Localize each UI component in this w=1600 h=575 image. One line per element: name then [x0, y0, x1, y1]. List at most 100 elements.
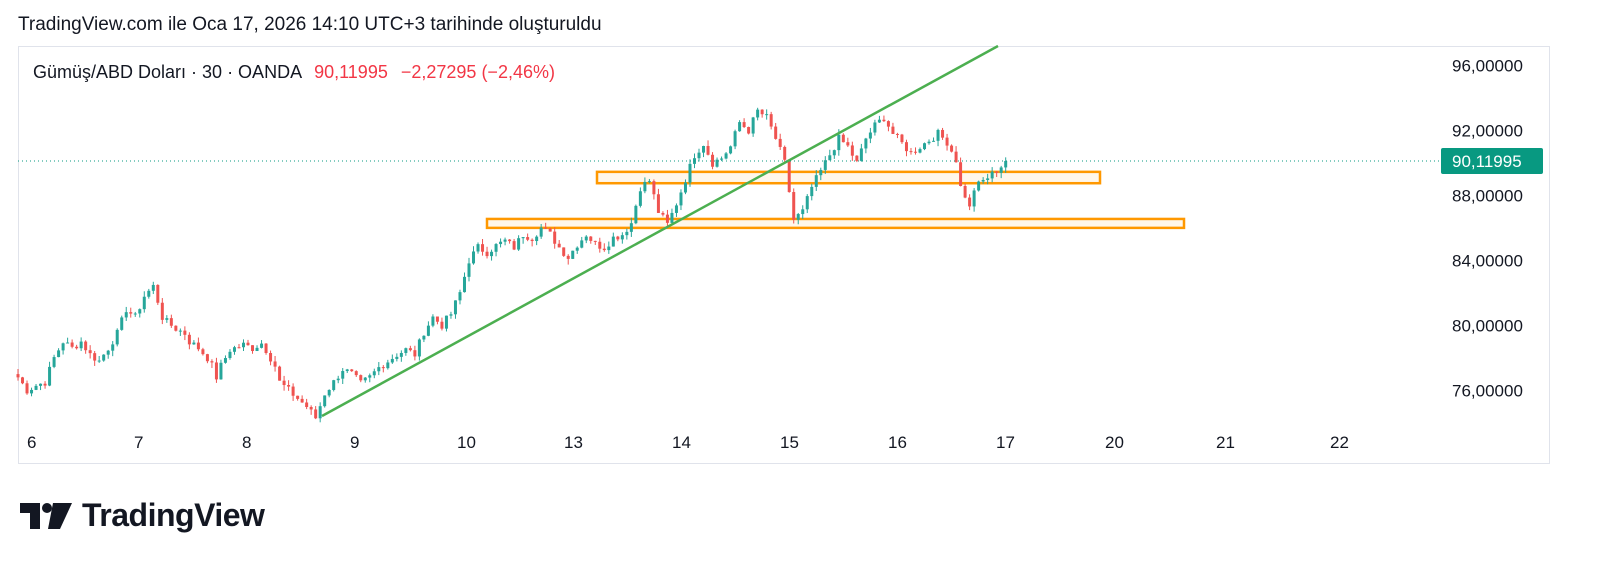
- candle-body: [499, 241, 503, 245]
- price-axis-label: 84,00000: [1452, 251, 1523, 270]
- candle-body: [598, 241, 602, 249]
- candle-body: [291, 386, 295, 396]
- price-axis-label: 80,00000: [1452, 316, 1523, 335]
- candle-body: [48, 366, 52, 386]
- time-axis-label: 8: [242, 433, 251, 452]
- time-axis-label: 20: [1105, 433, 1124, 452]
- candle-body: [634, 205, 638, 224]
- candle-body: [269, 353, 273, 362]
- candle-body: [706, 145, 710, 155]
- candle-body: [819, 169, 823, 176]
- candle-body: [282, 380, 286, 386]
- candle-body: [408, 348, 412, 351]
- candle-body: [34, 385, 38, 390]
- chart-pane[interactable]: [18, 46, 1550, 464]
- candle-body: [981, 179, 985, 182]
- candle-body: [679, 192, 683, 206]
- candle-body: [440, 321, 444, 329]
- price-axis-label: 76,00000: [1452, 381, 1523, 400]
- candle-body: [196, 342, 200, 350]
- candle-body: [278, 366, 282, 381]
- candle-body: [756, 109, 760, 118]
- candle-body: [30, 389, 34, 394]
- candle-body: [413, 350, 417, 357]
- candle-body: [426, 325, 430, 336]
- candle-body: [422, 335, 426, 340]
- candle-body: [868, 132, 872, 139]
- candle-body: [661, 212, 665, 215]
- candle-body: [638, 191, 642, 206]
- candle-body: [891, 126, 895, 134]
- candle-body: [508, 239, 512, 242]
- candle-body: [724, 153, 728, 159]
- candle-body: [350, 369, 354, 372]
- price-change: −2,27295 (−2,46%): [400, 62, 555, 82]
- snapshot-caption: TradingView.com ile Oca 17, 2026 14:10 U…: [18, 14, 602, 35]
- candle-body: [972, 190, 976, 207]
- candle-body: [886, 121, 890, 127]
- candle-body: [490, 251, 494, 257]
- candle-body: [620, 235, 624, 240]
- candle-body: [796, 214, 800, 220]
- candle-body: [192, 342, 196, 345]
- candle-body: [300, 398, 304, 403]
- candle-body: [323, 395, 327, 407]
- candle-body: [327, 389, 331, 396]
- candle-body: [354, 371, 358, 376]
- candle-body: [873, 122, 877, 133]
- candle-body: [557, 243, 561, 248]
- candle-body: [399, 352, 403, 357]
- candle-body: [995, 171, 999, 173]
- candle-body: [589, 236, 593, 241]
- price-axis-label: 96,00000: [1452, 56, 1523, 75]
- brand-footer[interactable]: TradingView: [20, 497, 265, 534]
- symbol-legend[interactable]: Gümüş/ABD Doları · 30 · OANDA 90,11995 −…: [33, 62, 555, 83]
- candle-body: [372, 371, 376, 376]
- candle-body: [242, 342, 245, 348]
- candle-body: [309, 407, 313, 410]
- candle-body: [968, 197, 972, 207]
- candle-body: [959, 162, 963, 187]
- candle-body: [837, 134, 841, 151]
- candle-body: [950, 145, 954, 152]
- candle-body: [521, 237, 525, 239]
- candle-body: [918, 149, 922, 153]
- candle-body: [214, 362, 218, 380]
- candle-body: [165, 318, 169, 320]
- candle-body: [246, 342, 250, 346]
- candle-body: [345, 369, 349, 372]
- price-chart[interactable]: 96,00000 92,00000 88,00000 84,00000 80,00000…: [0, 0, 1600, 475]
- candle-body: [566, 255, 570, 259]
- candle-body: [715, 159, 719, 167]
- candle-body: [84, 341, 88, 351]
- candle-body: [611, 236, 615, 247]
- support-zone-box: [595, 170, 1102, 185]
- candle-body: [792, 192, 796, 220]
- candle-body: [404, 348, 408, 353]
- candle-body: [390, 358, 394, 363]
- candle-body: [124, 312, 128, 318]
- candle-body: [57, 350, 61, 358]
- candle-body: [205, 354, 209, 362]
- candle-body: [760, 109, 764, 115]
- candle-body: [435, 316, 439, 322]
- brand-wordmark: TradingView: [82, 497, 265, 533]
- candle-body: [986, 178, 990, 180]
- candle-body: [616, 236, 620, 240]
- candle-body: [783, 146, 787, 160]
- candle-body: [517, 238, 521, 250]
- candle-body: [941, 129, 945, 138]
- time-axis-label: 22: [1330, 433, 1349, 452]
- candle-body: [702, 145, 706, 153]
- symbol-title: Gümüş/ABD Doları · 30 · OANDA: [33, 62, 302, 82]
- candle-body: [481, 244, 485, 252]
- candle-body: [52, 357, 56, 367]
- candle-body: [1004, 160, 1008, 168]
- candle-body: [683, 182, 687, 193]
- candle-body: [832, 150, 836, 156]
- candle-body: [607, 246, 611, 251]
- candle-body: [535, 236, 539, 242]
- candle-body: [751, 117, 755, 134]
- candle-body: [363, 377, 367, 381]
- time-axis-label: 15: [780, 433, 799, 452]
